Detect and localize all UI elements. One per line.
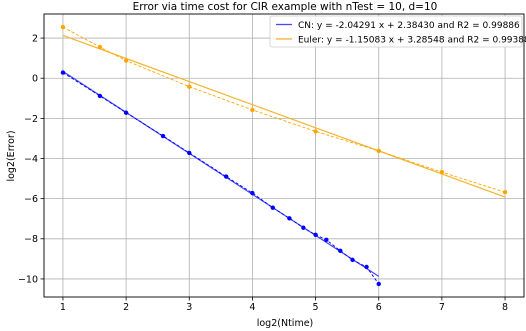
data-point-euler <box>439 169 445 175</box>
data-point-cn <box>287 216 292 221</box>
data-point-cn <box>160 133 166 139</box>
legend-label-euler: Euler: y = -1.15083 x + 3.28548 and R2 =… <box>298 36 526 46</box>
data-lines <box>62 26 506 285</box>
fit-line-euler <box>62 34 506 198</box>
data-point-cn <box>187 150 192 156</box>
x-tick-label: 8 <box>502 302 508 313</box>
x-tick-label: 2 <box>123 302 129 313</box>
x-tick-label: 4 <box>249 302 255 313</box>
data-line-euler <box>62 26 506 193</box>
plot-frame <box>43 13 525 298</box>
y-tick-label: 0 <box>32 74 38 85</box>
data-point-cn <box>338 248 343 254</box>
legend-box <box>269 15 523 48</box>
data-point-euler <box>376 148 381 154</box>
legend-label-cn: CN: y = -2.04291 x + 2.38430 and R2 = 0.… <box>298 21 520 31</box>
data-point-euler <box>97 44 103 50</box>
data-line-cn <box>62 72 380 285</box>
y-tick-label: −4 <box>24 154 38 165</box>
data-point-cn <box>60 70 66 75</box>
x-axis-label: log2(Ntime) <box>257 318 314 329</box>
data-point-euler <box>250 107 255 113</box>
y-tick-label: 2 <box>32 33 38 44</box>
legend: CN: y = -2.04291 x + 2.38430 and R2 = 0.… <box>269 15 526 48</box>
y-axis-ticks: 2 0 −2 −4 −6 −8 −10 <box>18 33 44 285</box>
data-point-cn <box>224 174 229 179</box>
data-point-cn <box>123 110 129 115</box>
data-point-cn <box>364 264 369 270</box>
x-tick-label: 5 <box>313 302 319 313</box>
y-tick-label: −6 <box>24 194 38 205</box>
fit-lines <box>62 34 506 277</box>
data-point-cn <box>97 93 103 99</box>
y-tick-label: −8 <box>24 234 38 245</box>
data-point-cn <box>270 205 275 210</box>
data-point-euler <box>187 84 192 89</box>
chart-title: Error via time cost for CIR example with… <box>133 1 438 13</box>
data-point-euler <box>313 129 318 134</box>
grid <box>44 14 524 297</box>
data-point-cn <box>250 190 255 196</box>
x-tick-label: 1 <box>60 302 66 313</box>
data-point-cn <box>376 281 381 287</box>
data-point-cn <box>301 225 306 230</box>
data-point-euler <box>502 190 508 195</box>
data-point-euler <box>123 58 129 63</box>
y-axis-label: log2(Error) <box>6 130 17 181</box>
x-tick-label: 7 <box>439 302 445 313</box>
x-axis-ticks: 1 2 3 4 5 6 7 8 <box>60 297 508 313</box>
y-tick-label: −10 <box>18 274 38 285</box>
data-points <box>60 24 508 287</box>
x-tick-label: 3 <box>186 302 192 313</box>
data-point-euler <box>60 24 66 30</box>
data-point-cn <box>324 237 329 242</box>
data-point-cn <box>313 232 318 237</box>
x-tick-label: 6 <box>376 302 382 313</box>
y-tick-label: −2 <box>24 114 38 125</box>
data-point-cn <box>350 257 355 263</box>
